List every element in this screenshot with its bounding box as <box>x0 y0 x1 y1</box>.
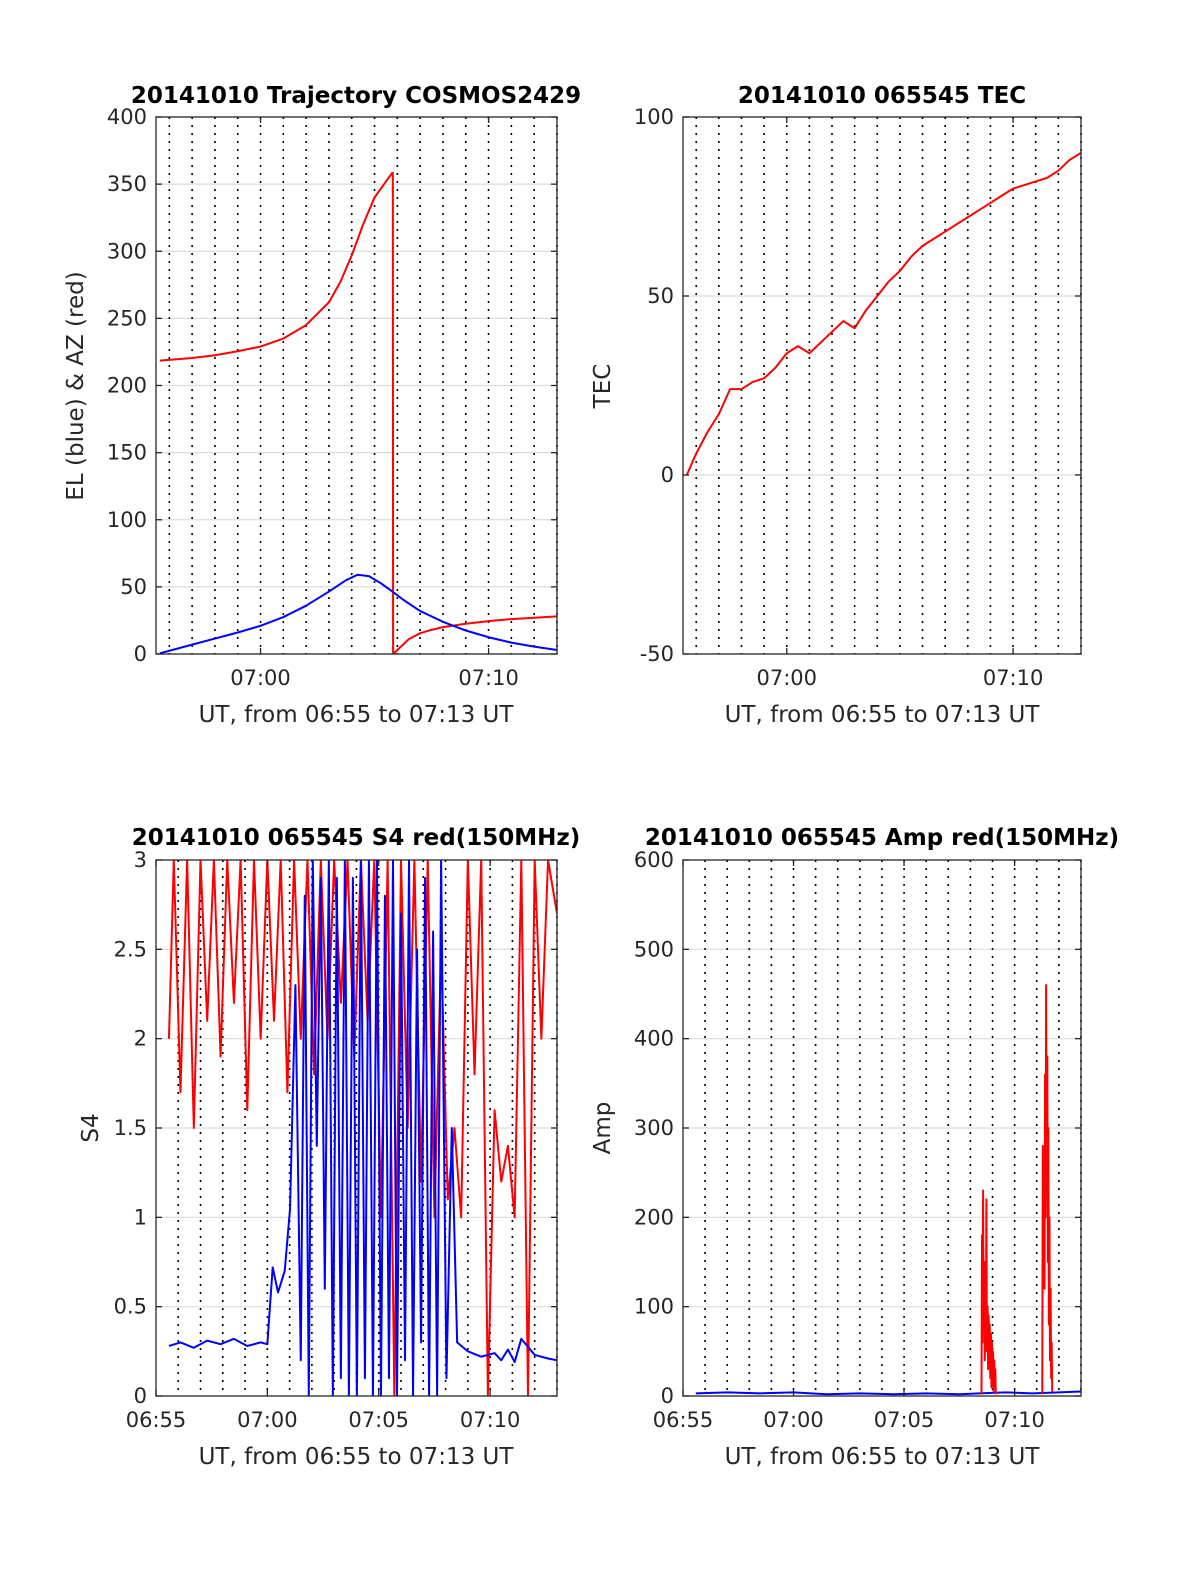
series-line <box>980 1189 997 1395</box>
x-tick-label: 07:10 <box>983 666 1044 690</box>
y-tick-label: 400 <box>634 1027 674 1051</box>
panel-s4: 20141010 065545 S4 red(150MHz) UT, from … <box>78 825 580 1470</box>
y-tick-label: -50 <box>640 642 674 666</box>
series-line <box>159 171 394 362</box>
x-tick-label: 07:10 <box>458 666 519 690</box>
series-line <box>1041 984 1054 1395</box>
axes-frame <box>682 116 1082 655</box>
y-tick-label: 350 <box>107 172 147 196</box>
y-tick-label: 200 <box>634 1205 674 1229</box>
trajectory-xlabel: UT, from 06:55 to 07:13 UT <box>199 702 515 728</box>
y-tick-label: 150 <box>107 441 147 465</box>
x-tick-label: 06:55 <box>653 1408 714 1432</box>
y-tick-label: 50 <box>120 575 147 599</box>
y-tick-label: 400 <box>107 105 147 129</box>
x-tick-label: 07:00 <box>763 1408 824 1432</box>
y-tick-label: 2 <box>134 1027 147 1051</box>
y-tick-label: 100 <box>634 105 674 129</box>
s4-xlabel: UT, from 06:55 to 07:13 UT <box>199 1444 515 1470</box>
x-tick-label: 07:05 <box>348 1408 409 1432</box>
amp-xlabel: UT, from 06:55 to 07:13 UT <box>725 1444 1041 1470</box>
y-tick-label: 1 <box>134 1205 147 1229</box>
y-tick-label: 0 <box>661 463 674 487</box>
y-tick-label: 0.5 <box>114 1295 147 1319</box>
y-tick-label: 250 <box>107 306 147 330</box>
s4-title: 20141010 065545 S4 red(150MHz) <box>132 825 581 851</box>
series-line <box>159 573 557 654</box>
x-tick-label: 06:55 <box>126 1408 187 1432</box>
y-tick-label: 200 <box>107 374 147 398</box>
series-line <box>685 151 1081 476</box>
x-tick-label: 07:05 <box>874 1408 935 1432</box>
y-tick-label: 100 <box>634 1295 674 1319</box>
amp-ylabel: Amp <box>590 1102 616 1155</box>
tec-title: 20141010 065545 TEC <box>738 83 1026 109</box>
series-line <box>392 615 557 654</box>
y-tick-label: 3 <box>134 848 147 872</box>
panel-amp: 20141010 065545 Amp red(150MHz) UT, from… <box>590 825 1119 1470</box>
x-tick-label: 07:10 <box>460 1408 521 1432</box>
tec-ylabel: TEC <box>590 364 616 410</box>
y-tick-label: 300 <box>107 239 147 263</box>
panel-tec: 20141010 065545 TEC UT, from 06:55 to 07… <box>590 83 1082 728</box>
y-tick-label: 2.5 <box>114 937 147 961</box>
s4-ylabel: S4 <box>78 1113 104 1142</box>
y-tick-label: 500 <box>634 937 674 961</box>
x-tick-label: 07:10 <box>984 1408 1045 1432</box>
amp-title: 20141010 065545 Amp red(150MHz) <box>645 825 1119 851</box>
trajectory-title: 20141010 Trajectory COSMOS2429 <box>131 83 581 109</box>
tec-xlabel: UT, from 06:55 to 07:13 UT <box>725 702 1041 728</box>
series-line <box>168 860 557 1396</box>
y-tick-label: 0 <box>134 1384 147 1408</box>
series-line <box>695 1390 1081 1396</box>
x-tick-label: 07:00 <box>756 666 817 690</box>
x-tick-label: 07:00 <box>237 1408 298 1432</box>
y-tick-label: 1.5 <box>114 1116 147 1140</box>
y-tick-label: 100 <box>107 508 147 532</box>
y-tick-label: 0 <box>134 642 147 666</box>
panel-trajectory: 20141010 Trajectory COSMOS2429 UT, from … <box>63 83 581 728</box>
y-tick-label: 300 <box>634 1116 674 1140</box>
y-tick-label: 0 <box>661 1384 674 1408</box>
trajectory-ylabel: EL (blue) & AZ (red) <box>63 271 89 500</box>
series-line <box>167 860 557 1396</box>
x-tick-label: 07:00 <box>230 666 291 690</box>
y-tick-label: 600 <box>634 848 674 872</box>
y-tick-label: 50 <box>647 284 674 308</box>
